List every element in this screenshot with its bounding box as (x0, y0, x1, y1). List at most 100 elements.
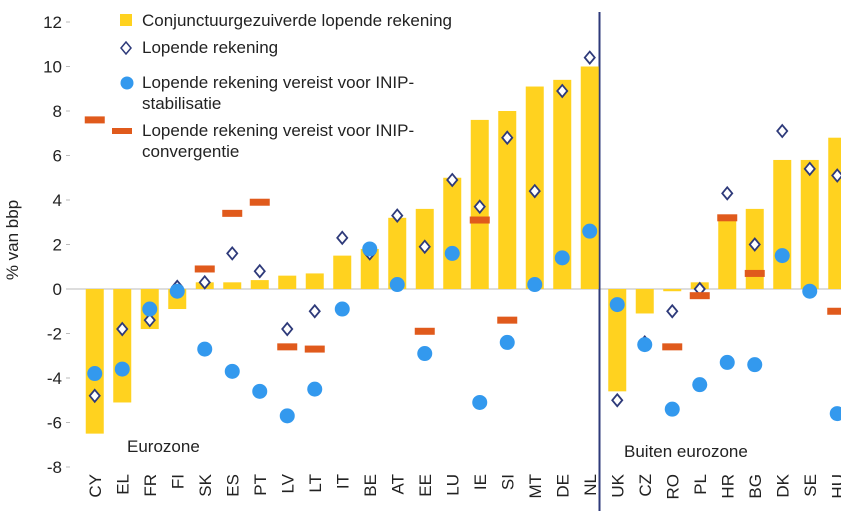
x-tick-label: LT (306, 474, 325, 493)
diamond (556, 83, 569, 99)
diamond (666, 303, 679, 319)
legend-label: Lopende rekening vereist voor INIP-stabi… (142, 73, 415, 113)
dash (689, 292, 710, 300)
dot (362, 241, 378, 257)
bar (305, 273, 324, 289)
y-tick-label: -8 (47, 458, 62, 477)
diamond (198, 274, 211, 290)
dot (307, 381, 323, 397)
dash (827, 307, 841, 315)
diamond (391, 208, 404, 223)
legend-item: Lopende rekening vereist voor INIP-conve… (112, 120, 480, 162)
x-tick-label: EL (113, 474, 132, 495)
bar (718, 217, 737, 289)
bar (580, 66, 599, 289)
x-tick-label: IT (333, 474, 352, 489)
bar (278, 275, 297, 289)
x-tick-label: HR (718, 474, 737, 499)
x-tick-label: ES (223, 474, 242, 497)
diamond (501, 130, 514, 146)
y-tick-label: 0 (53, 280, 62, 299)
annotation: Buiten eurozone (624, 442, 748, 461)
dot (224, 363, 240, 379)
dot (279, 408, 295, 424)
y-tick-label: -6 (47, 414, 62, 433)
bar (800, 159, 819, 289)
x-tick-label: FI (168, 474, 187, 489)
x-tick-label: PT (251, 474, 270, 496)
x-tick-label: HU (828, 474, 841, 499)
diamond (253, 263, 266, 279)
diamond (418, 239, 431, 255)
diamond (281, 321, 294, 337)
dot (747, 357, 763, 373)
dash (662, 343, 683, 351)
dash (304, 345, 325, 353)
diamond (88, 388, 101, 404)
bar (388, 217, 407, 289)
bar (443, 177, 462, 289)
y-axis-label: % van bbp (3, 200, 22, 280)
diamond (611, 392, 624, 408)
x-tick-label: NL (581, 474, 600, 496)
x-tick-label: SK (196, 473, 215, 496)
dot (774, 248, 790, 264)
dot (664, 401, 680, 417)
dot (169, 283, 185, 299)
diamond (473, 199, 486, 215)
dot (389, 277, 405, 293)
x-tick-label: PL (691, 474, 710, 495)
y-tick-label: 12 (43, 13, 62, 32)
bar (828, 137, 841, 289)
y-tick-label: -2 (47, 325, 62, 344)
dash (744, 269, 765, 277)
dot (829, 406, 841, 422)
legend-label: Lopende rekening vereist voor INIP-conve… (142, 121, 415, 161)
diamond (143, 312, 156, 328)
x-tick-label: FR (141, 474, 160, 497)
bar (85, 289, 104, 434)
dash (194, 265, 215, 273)
dash (497, 316, 518, 324)
legend-label: Conjunctuurgezuiverde lopende rekening (142, 11, 452, 30)
x-tick-label: LV (278, 473, 297, 493)
bar (773, 159, 792, 289)
bar (608, 289, 627, 392)
dot (692, 377, 708, 393)
x-tick-label: AT (388, 474, 407, 494)
dot (719, 354, 735, 370)
bar (113, 289, 132, 403)
legend-item: Conjunctuurgezuiverde lopende rekening (120, 10, 480, 31)
dot (444, 245, 460, 261)
dot (252, 383, 268, 399)
bar (498, 111, 517, 289)
dot (114, 361, 130, 377)
dot (417, 346, 433, 362)
diamond (528, 183, 541, 199)
dot (582, 223, 598, 239)
legend-label: Lopende rekening (142, 38, 279, 57)
dash (222, 209, 243, 217)
x-tick-label: IE (471, 474, 490, 490)
y-tick-label: 6 (53, 147, 62, 166)
diamond (583, 50, 596, 66)
x-tick-label: CZ (636, 474, 655, 497)
dash (414, 327, 435, 335)
bar (333, 255, 352, 289)
dot (637, 337, 653, 353)
diamond (803, 161, 816, 177)
x-tick-label: MT (526, 474, 545, 499)
dash (717, 214, 738, 222)
annotation: Eurozone (127, 437, 200, 456)
x-tick-label: SE (801, 474, 820, 497)
y-tick-label: 2 (53, 236, 62, 255)
x-tick-label: EE (416, 474, 435, 497)
dot (142, 301, 158, 317)
diamond (776, 123, 789, 139)
x-tick-label: RO (663, 474, 682, 500)
bar (360, 248, 379, 289)
legend-item: Lopende rekening (120, 37, 480, 58)
diamond (336, 230, 349, 246)
